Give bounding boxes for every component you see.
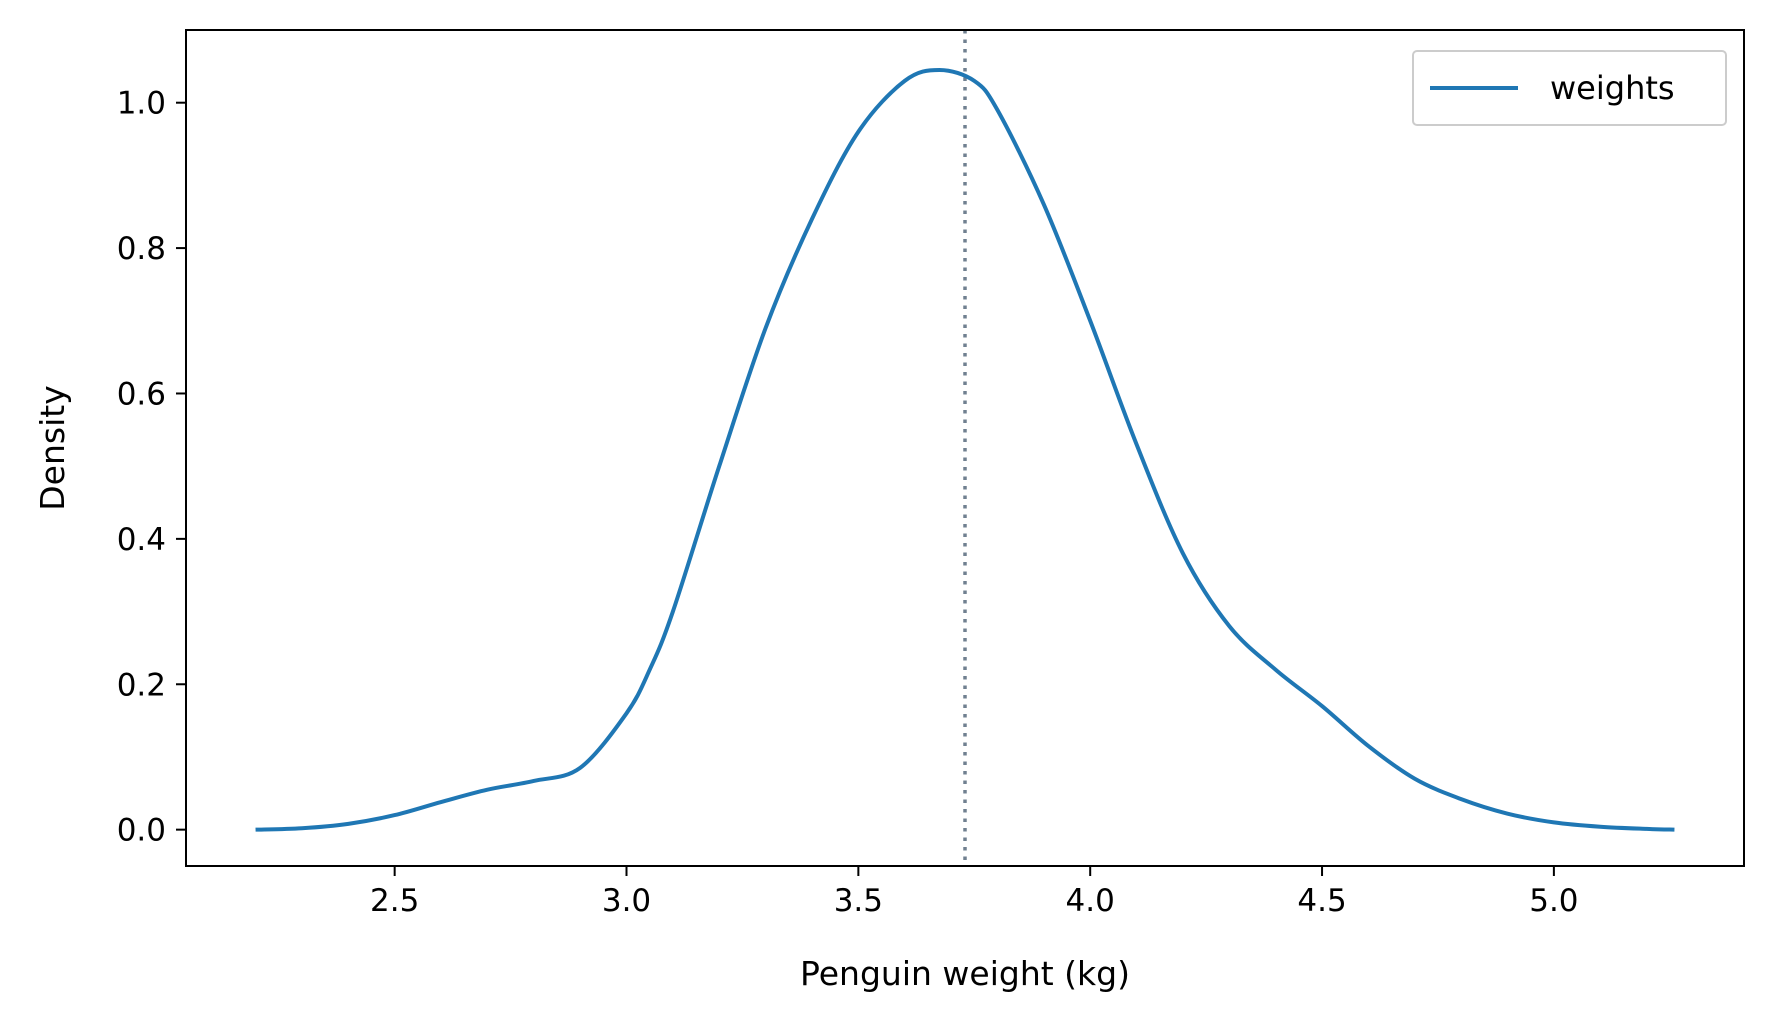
x-axis-label: Penguin weight (kg) [800, 954, 1130, 993]
x-tick-label: 3.5 [834, 883, 883, 919]
x-tick-label: 4.0 [1066, 883, 1115, 919]
legend: weights [1412, 50, 1727, 126]
y-tick-label: 0.4 [117, 522, 166, 558]
y-tick-label: 0.0 [117, 813, 166, 849]
y-tick-label: 1.0 [117, 86, 166, 122]
x-tick-label: 2.5 [370, 883, 419, 919]
y-tick-label: 0.2 [117, 667, 166, 703]
x-tick-label: 5.0 [1529, 883, 1578, 919]
y-tick-label: 0.6 [117, 376, 166, 412]
y-axis-label: Density [33, 385, 72, 510]
plot-marks [255, 30, 1675, 866]
x-tick-label: 4.5 [1297, 883, 1346, 919]
series-line-weights [255, 67, 1675, 832]
legend-box [1412, 50, 1727, 126]
legend-label-weights: weights [1550, 69, 1675, 107]
x-tick-label: 3.0 [602, 883, 651, 919]
y-tick-label: 0.8 [117, 231, 166, 267]
axes: 2.5 3.0 3.5 4.0 4.5 5.0 0.0 0.2 0.4 0.6 0.8 1.0 [117, 86, 1579, 919]
plot-frame [185, 29, 1745, 867]
